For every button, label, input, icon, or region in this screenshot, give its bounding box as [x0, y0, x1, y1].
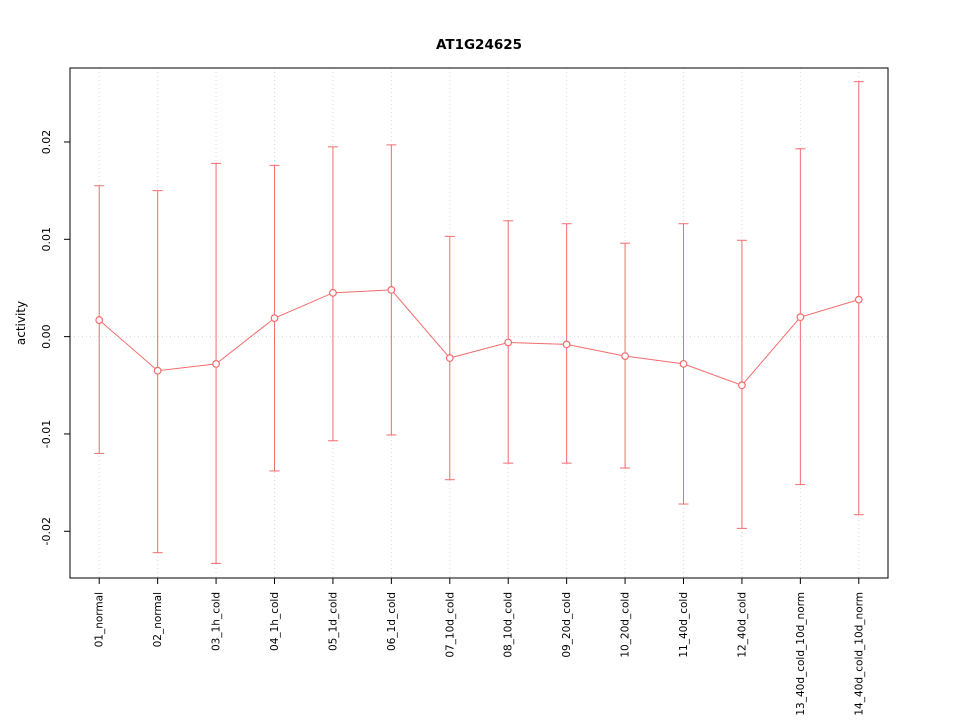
y-axis-label: activity	[14, 301, 28, 345]
data-point	[445, 354, 454, 362]
x-tick-label: 03_1h_cold	[211, 592, 223, 651]
chart-title: AT1G24625	[435, 37, 523, 53]
x-tick-label: 05_1d_cold	[327, 592, 339, 651]
y-tick-label: 0.01	[40, 227, 53, 252]
y-tick-label: -0.02	[40, 517, 53, 545]
series-line	[98, 289, 859, 386]
x-tick-label: 14_40d_cold_10d_norm	[853, 592, 865, 716]
x-tick-label: 07_10d_cold	[444, 592, 456, 658]
data-point	[153, 366, 162, 375]
data-point	[621, 352, 629, 360]
x-tick-label: 01_normal	[94, 592, 106, 647]
data-point	[796, 313, 805, 322]
data-point	[738, 381, 746, 390]
data-point	[504, 338, 513, 347]
data-point	[679, 359, 688, 368]
y-tick-label: 0.02	[40, 130, 53, 155]
data-point	[387, 286, 396, 294]
data-point	[562, 340, 571, 349]
y-tick-label: -0.01	[40, 420, 53, 448]
data-point	[270, 314, 279, 323]
x-tick-label: 12_40d_cold	[736, 592, 748, 658]
x-tick-label: 09_20d_cold	[561, 592, 573, 658]
x-tick-label: 10_20d_cold	[620, 592, 632, 658]
x-tick-label: 11_40d_cold	[678, 592, 690, 658]
data-point	[212, 359, 220, 368]
data-point	[95, 316, 104, 324]
x-tick-label: 06_1d_cold	[386, 592, 398, 651]
x-tick-label: 04_1h_cold	[269, 592, 281, 651]
data-point	[329, 288, 337, 297]
y-tick-label: 0.00	[40, 324, 53, 349]
x-tick-label: 02_normal	[152, 592, 164, 647]
data-point	[854, 295, 863, 304]
plot-box	[69, 67, 889, 579]
x-tick-label: 13_40d_cold_10d_norm	[795, 592, 807, 716]
x-tick-label: 08_10d_cold	[503, 592, 515, 658]
